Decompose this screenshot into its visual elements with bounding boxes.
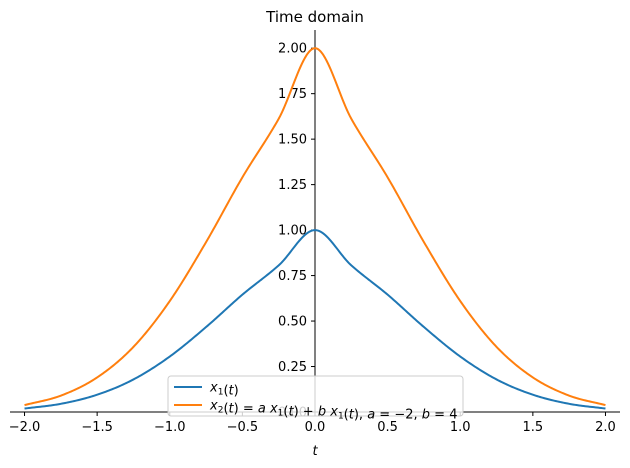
legend-label-1: x1(t) [209,381,239,399]
x-ticks: −2.0 −1.5 −1.0 −0.5 0.0 0.5 1.0 1.5 2.0 [9,412,616,435]
x-tick-label: −0.5 [227,420,259,435]
y-tick-label: 1.25 [278,178,307,193]
x-tick-label: −1.5 [81,420,113,435]
x-tick-label: −2.0 [9,420,41,435]
x-tick-label: 2.0 [595,420,616,435]
y-tick-label: 0.75 [278,269,307,284]
series-layer [24,47,606,410]
y-ticks: 0.250.500.751.001.251.501.752.000.00 [278,42,315,421]
y-tick-label: 0.25 [278,360,307,375]
x-axis-label: t [312,444,318,459]
legend-box [167,375,464,417]
y-tick-label: 1.50 [278,133,307,148]
axes [10,30,620,413]
y-tick-label: 0.50 [278,315,307,330]
x-tick-label: 1.5 [523,420,544,435]
x-tick-label: 1.0 [450,420,471,435]
series-line-1 [24,229,606,410]
x-tick-label: −1.0 [154,420,186,435]
chart-title: Time domain [265,8,364,26]
legend: x1(t)x2(t) = a x1(t) + b x1(t), a = −2, … [167,375,464,423]
y-tick-label: 1.00 [278,224,307,239]
y-tick-label: 2.00 [278,42,307,57]
y-tick-label: 1.75 [278,87,307,102]
x-tick-label: 0.5 [377,420,398,435]
series-line-2 [24,47,606,407]
x-tick-label: 0.0 [305,420,326,435]
legend-label-2: x2(t) = a x1(t) + b x1(t), a = −2, b = 4 [209,399,457,423]
